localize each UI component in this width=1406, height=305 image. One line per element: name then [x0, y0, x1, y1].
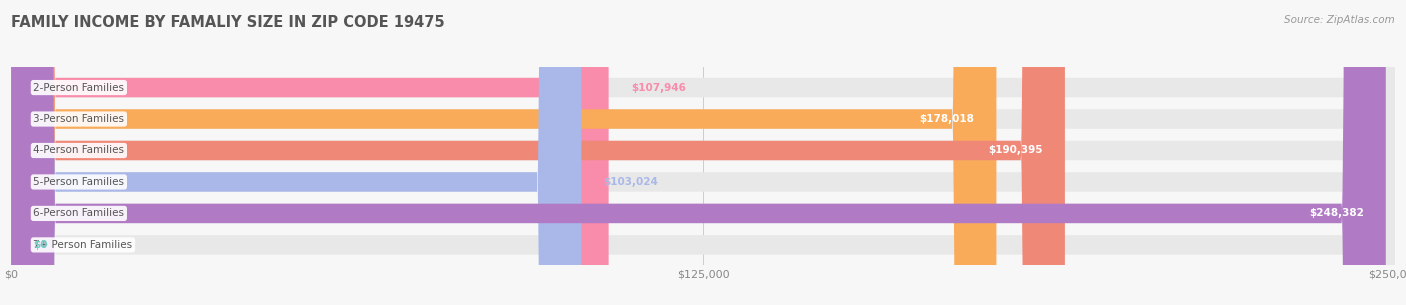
Text: $103,024: $103,024	[603, 177, 658, 187]
FancyBboxPatch shape	[11, 0, 1064, 305]
FancyBboxPatch shape	[11, 0, 1395, 305]
FancyBboxPatch shape	[11, 0, 1395, 305]
Text: FAMILY INCOME BY FAMALIY SIZE IN ZIP CODE 19475: FAMILY INCOME BY FAMALIY SIZE IN ZIP COD…	[11, 15, 444, 30]
Text: $178,018: $178,018	[920, 114, 974, 124]
FancyBboxPatch shape	[11, 0, 582, 305]
FancyBboxPatch shape	[11, 0, 1386, 305]
Text: 5-Person Families: 5-Person Families	[34, 177, 124, 187]
FancyBboxPatch shape	[11, 0, 1395, 305]
FancyBboxPatch shape	[11, 0, 609, 305]
Text: $0: $0	[34, 240, 48, 250]
Text: 4-Person Families: 4-Person Families	[34, 145, 124, 156]
Text: $248,382: $248,382	[1309, 208, 1364, 218]
Text: $107,946: $107,946	[631, 83, 686, 92]
FancyBboxPatch shape	[11, 0, 997, 305]
Text: 2-Person Families: 2-Person Families	[34, 83, 124, 92]
Text: 7+ Person Families: 7+ Person Families	[34, 240, 132, 250]
FancyBboxPatch shape	[11, 0, 1395, 305]
Text: 3-Person Families: 3-Person Families	[34, 114, 124, 124]
FancyBboxPatch shape	[11, 0, 1395, 305]
Text: 6-Person Families: 6-Person Families	[34, 208, 124, 218]
FancyBboxPatch shape	[11, 0, 1395, 305]
Text: $190,395: $190,395	[988, 145, 1043, 156]
Text: Source: ZipAtlas.com: Source: ZipAtlas.com	[1284, 15, 1395, 25]
